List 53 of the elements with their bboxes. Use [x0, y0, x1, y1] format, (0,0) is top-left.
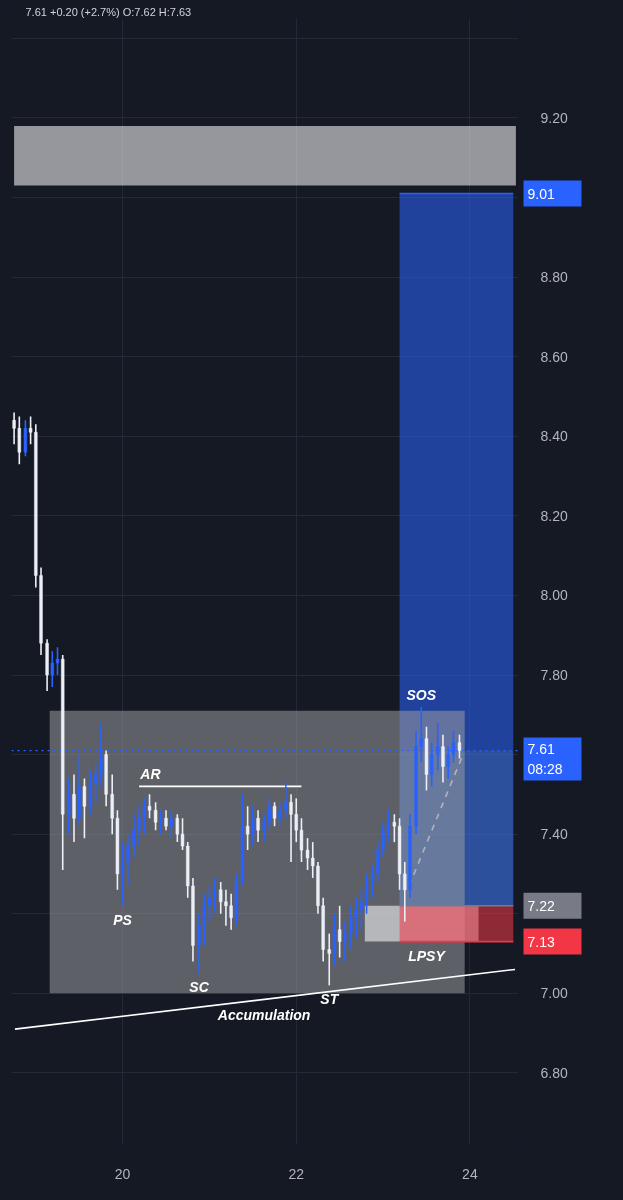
candlestick: [212, 877, 217, 915]
y-tick-label: 7.00: [540, 985, 568, 1002]
data-label: 9.01: [527, 185, 555, 202]
candlestick: [441, 733, 445, 784]
data-label: 7.22: [527, 897, 555, 914]
x-tick-label: 20: [114, 1165, 131, 1182]
candlestick: [23, 419, 28, 457]
annotation: SOS: [406, 686, 437, 703]
candlestick: [386, 809, 390, 843]
annotation: Accumulation: [216, 1007, 311, 1024]
candlestick: [337, 904, 342, 959]
annotation: SC: [189, 979, 210, 996]
y-tick-label: 9.20: [540, 109, 568, 126]
annotation: LPSY: [408, 947, 447, 964]
candlestick: [262, 813, 266, 843]
candlestick: [436, 721, 440, 772]
annotation: ST: [320, 991, 340, 1008]
candlestick: [245, 805, 250, 851]
candlestick: [251, 805, 255, 847]
annotation: PS: [113, 911, 133, 928]
candlestick: [267, 797, 272, 831]
candlestick: [327, 932, 331, 987]
candlestick: [164, 809, 168, 831]
candlestick: [457, 733, 462, 760]
candlestick: [142, 797, 147, 835]
candlestick: [272, 801, 277, 827]
candlestick: [147, 793, 152, 820]
candlestick: [256, 809, 260, 843]
y-tick-label: 8.20: [540, 507, 568, 524]
candlestick: [278, 801, 282, 827]
candlestick: [169, 809, 173, 839]
y-tick-label: 8.60: [540, 348, 568, 365]
candlestick: [82, 777, 87, 839]
candlestick: [67, 777, 71, 835]
x-tick-label: 22: [288, 1165, 305, 1182]
y-tick-label: 6.80: [540, 1064, 568, 1081]
y-tick-label: 7.40: [540, 826, 568, 843]
y-tick-label: 8.40: [540, 428, 568, 445]
x-tick-label: 24: [462, 1165, 478, 1182]
candlestick: [153, 801, 158, 831]
ref-line-label: 7.61 08:28: [527, 741, 563, 777]
candlestick: [332, 912, 337, 967]
candlestick: [284, 781, 288, 820]
candlestick: [72, 773, 76, 843]
chart-title: 7.61 +0.20 (+2.7%) O:7.62 H:7.63: [25, 6, 192, 18]
data-label: 7.13: [527, 933, 555, 950]
candlestick: [159, 809, 163, 835]
annotation: AR: [139, 766, 162, 783]
y-tick-label: 7.80: [540, 667, 568, 683]
candlestick: [28, 415, 33, 446]
y-tick-label: 8.80: [540, 269, 568, 286]
y-tick-label: 8.00: [540, 587, 568, 604]
candlestick: [343, 920, 347, 963]
